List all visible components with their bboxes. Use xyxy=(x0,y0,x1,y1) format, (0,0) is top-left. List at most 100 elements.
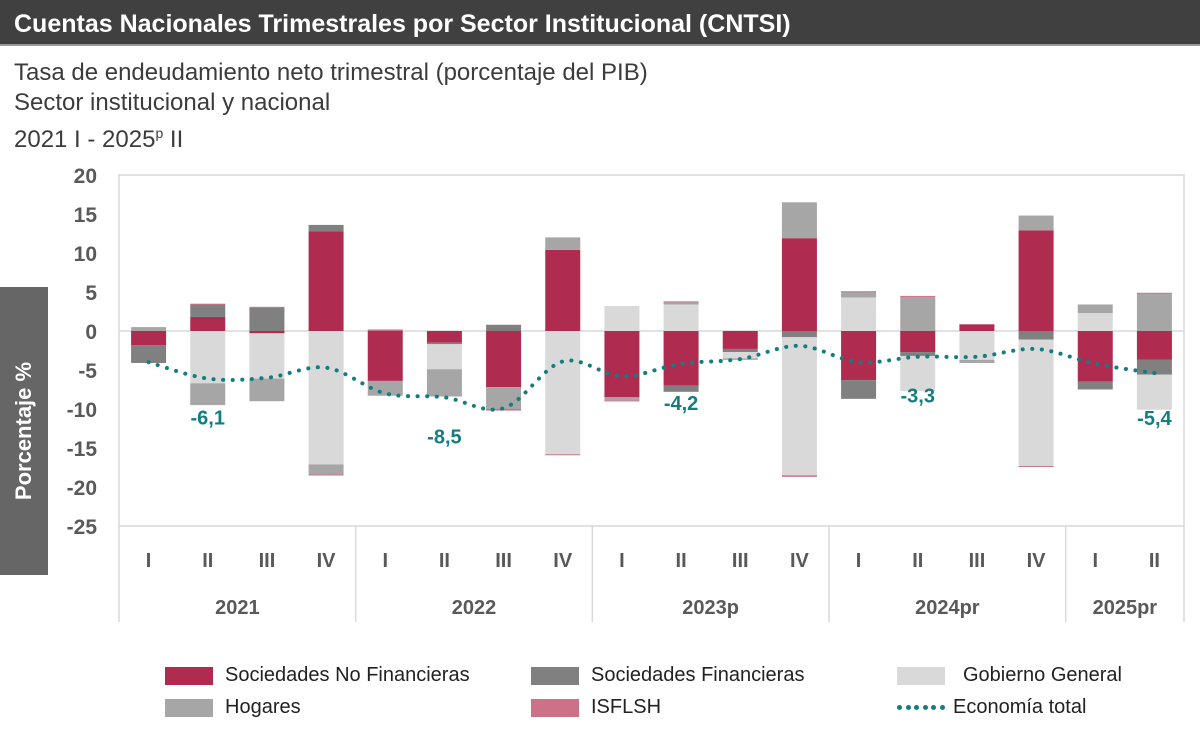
bar-segment-gobierno-general xyxy=(1077,313,1113,331)
data-label: -6,1 xyxy=(191,408,225,430)
legend-swatch-gobierno xyxy=(897,666,945,685)
bar-segment-hogares xyxy=(959,359,995,363)
bar-segment-gobierno-general xyxy=(781,337,817,476)
bar-segment-sociedades-financieras xyxy=(841,380,877,399)
bar-segment-gobierno-general xyxy=(663,304,699,331)
bar-segment-isflsh xyxy=(781,475,817,477)
x-tick-label: IV xyxy=(1027,550,1047,572)
bar-segment-sociedades-no-financieras xyxy=(841,331,877,381)
y-tick-label: -25 xyxy=(67,516,98,539)
bar-segment-sociedades-no-financieras xyxy=(1077,331,1113,382)
bar-segment-gobierno-general xyxy=(1136,374,1172,410)
legend-label: Economía total xyxy=(953,696,1087,718)
bar-segment-sociedades-financieras xyxy=(781,331,817,338)
x-tick-label: IV xyxy=(317,550,337,572)
x-tick-label: II xyxy=(439,550,450,572)
bar-segment-hogares xyxy=(249,378,285,402)
bar-segment-isflsh xyxy=(959,323,995,325)
bar-segment-isflsh xyxy=(367,329,403,331)
y-tick-label: -15 xyxy=(67,438,98,461)
bar-segment-gobierno-general xyxy=(545,331,581,455)
y-tick-label: -20 xyxy=(67,477,97,500)
bar-segment-isflsh xyxy=(1136,292,1172,294)
bar-segment-sociedades-financieras xyxy=(249,307,285,331)
data-label: -5,4 xyxy=(1137,408,1172,430)
legend-item-snf: Sociedades No Financieras xyxy=(165,664,470,687)
legend-swatch-isflsh xyxy=(531,698,579,717)
bar-segment-sociedades-financieras xyxy=(1018,331,1054,340)
legend-label: ISFLSH xyxy=(591,696,662,718)
x-tick-label: I xyxy=(619,550,625,572)
x-tick-label: I xyxy=(146,550,152,572)
bar-segment-sociedades-no-financieras xyxy=(131,331,167,346)
bar-segment-gobierno-general xyxy=(959,331,995,360)
period-superscript: p xyxy=(155,125,164,141)
x-tick-label: I xyxy=(382,550,388,572)
legend-label: Sociedades Financieras xyxy=(591,664,805,686)
bar-segment-sociedades-no-financieras xyxy=(545,249,581,331)
bar-segment-sociedades-financieras xyxy=(426,342,462,345)
bar-segment-sociedades-financieras xyxy=(308,224,344,232)
bar-segment-gobierno-general xyxy=(426,344,462,370)
x-tick-label: IV xyxy=(553,550,573,572)
y-tick-label: 10 xyxy=(74,243,97,266)
period-end: II xyxy=(163,126,184,153)
economia-total-line xyxy=(146,343,1157,412)
legend-label: Hogares xyxy=(225,696,301,718)
year-group-label: 2022 xyxy=(452,597,497,619)
legend-swatch-hogares xyxy=(165,698,213,717)
year-group-label: 2021 xyxy=(215,597,260,619)
bar-segment-hogares xyxy=(367,380,403,396)
y-tick-label: 0 xyxy=(85,321,97,344)
bar-segment-sociedades-no-financieras xyxy=(1018,230,1054,331)
bar-segment-sociedades-financieras xyxy=(1077,381,1113,390)
legend-swatch-snf xyxy=(165,666,213,685)
data-label: -4,2 xyxy=(664,393,698,415)
plot-frame xyxy=(118,174,1185,527)
x-tick-label: II xyxy=(1149,550,1160,572)
legend-label: Gobierno General xyxy=(963,664,1122,686)
bar-segment-gobierno-general xyxy=(1018,339,1054,466)
bar-segment-isflsh xyxy=(249,306,285,308)
x-tick-label: I xyxy=(856,550,862,572)
bar-segment-isflsh xyxy=(1018,465,1054,467)
bar-segment-hogares xyxy=(781,202,817,239)
bar-segment-hogares xyxy=(1018,215,1054,231)
x-tick-label: IV xyxy=(790,550,810,572)
data-label: -3,3 xyxy=(901,386,935,408)
y-tick-label: 5 xyxy=(85,282,97,305)
page-header: Cuentas Nacionales Trimestrales por Sect… xyxy=(0,0,1200,46)
bar-segment-sociedades-financieras xyxy=(131,345,167,363)
legend-item-economia-total: Economía total xyxy=(897,696,1086,719)
bar-segment-hogares xyxy=(1136,293,1172,331)
bar-segment-hogares xyxy=(663,302,699,305)
x-tick-label: III xyxy=(969,550,986,572)
x-tick-label: III xyxy=(732,550,749,572)
bar-segment-sociedades-financieras xyxy=(722,348,758,353)
bar-segment-hogares xyxy=(900,296,936,331)
legend-dotted-line-icon xyxy=(897,699,945,717)
legend-item-hogares: Hogares xyxy=(165,696,301,719)
bar-segment-sociedades-no-financieras xyxy=(604,331,640,398)
y-tick-label: 15 xyxy=(74,204,98,227)
bar-segment-gobierno-general xyxy=(308,331,344,465)
bar-segment-isflsh xyxy=(841,291,877,293)
bar-segment-hogares xyxy=(308,464,344,475)
bar-segment-sociedades-no-financieras xyxy=(367,331,403,381)
bar-segment-sociedades-no-financieras xyxy=(308,231,344,331)
bar-segment-isflsh xyxy=(663,301,699,303)
bar-segment-sociedades-financieras xyxy=(900,352,936,356)
chart-subtitle-1: Tasa de endeudamiento neto trimestral (p… xyxy=(14,59,648,86)
bar-segment-sociedades-no-financieras xyxy=(190,316,226,331)
x-tick-label: I xyxy=(1092,550,1098,572)
bar-segment-gobierno-general xyxy=(841,297,877,331)
bar-segment-isflsh xyxy=(190,303,226,305)
bar-segment-isflsh xyxy=(545,454,581,456)
year-group-label: 2025pr xyxy=(1093,597,1158,619)
bar-segment-sociedades-no-financieras xyxy=(426,331,462,343)
period-start: 2021 I - 2025 xyxy=(14,126,156,153)
legend-item-isflsh: ISFLSH xyxy=(531,696,661,719)
bar-segment-gobierno-general xyxy=(722,352,758,359)
legend-swatch-sf xyxy=(531,666,579,685)
bar-segment-gobierno-general xyxy=(249,333,285,379)
